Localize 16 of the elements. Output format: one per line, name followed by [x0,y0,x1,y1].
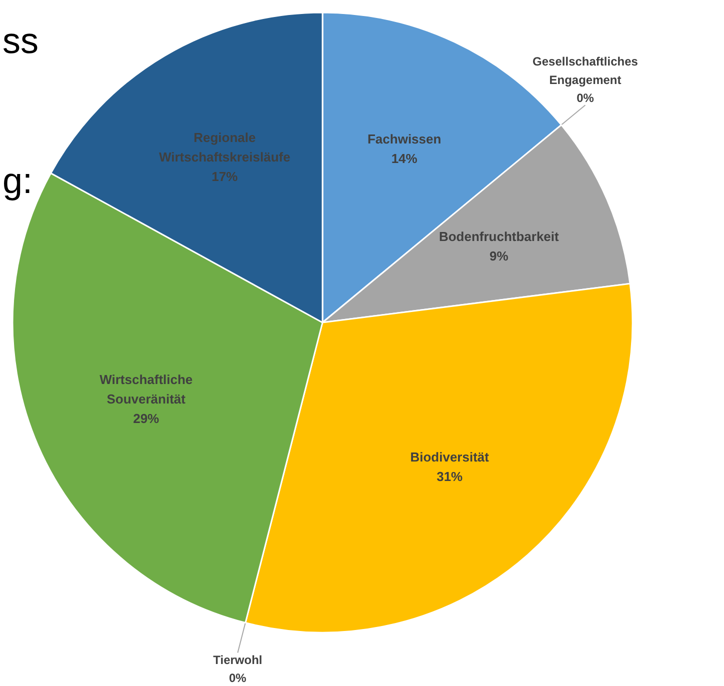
category-label: Gesellschaftliches Engagement [532,54,638,87]
data-label: 29% [133,410,160,426]
category-label: Tierwohl [213,652,262,667]
text: ss [2,20,38,61]
slice-label: Fachwissen [367,131,442,146]
slice-label: Bodenfruchtbarkeit [438,228,560,244]
data-label: 14% [391,150,418,166]
slice-label: Wirtschaftliche Souveränität [100,372,193,406]
slice-label: Regionale Wirtschaftskreisläufe [158,130,290,165]
text: g: [2,160,33,201]
data-label: 31% [436,468,464,484]
text: 0% [576,91,594,106]
data-label: 9% [490,248,509,264]
slice-label: Biodiversität [410,449,490,464]
data-label: 17% [212,169,238,184]
text: 0% [229,670,246,685]
